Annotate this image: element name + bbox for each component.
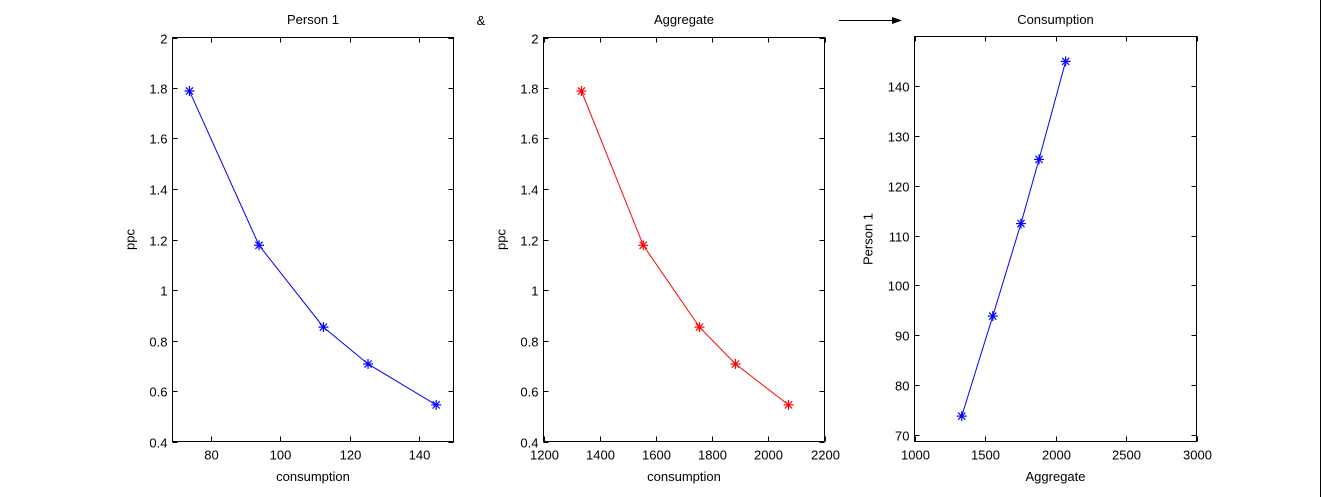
x-tick-label: 1200: [530, 448, 559, 463]
y-tick-label: 1: [531, 284, 538, 299]
chart-title: Person 1: [287, 12, 339, 27]
y-tick-label: 1.6: [149, 132, 167, 147]
y-tick-label: 0.6: [149, 385, 167, 400]
marker-stroke: [254, 241, 264, 250]
marker-stroke: [1061, 57, 1070, 66]
x-tick-label: 140: [409, 448, 431, 463]
y-tick-label: 140: [888, 80, 910, 95]
x-tick-label: 2200: [811, 448, 840, 463]
y-tick-label: 100: [888, 279, 910, 294]
x-tick-label: 1500: [971, 448, 1000, 463]
y-tick-label: 0.4: [149, 436, 167, 451]
x-tick-label: 80: [204, 448, 218, 463]
chart-title: Aggregate: [654, 12, 714, 27]
y-tick-label: 1.2: [520, 234, 538, 249]
subplot-1: 80 100 120 140 0.4 0.6 0.8 1 1.2 1.4 1.6 1.8 2 Person…: [123, 12, 454, 484]
marker-stroke: [319, 323, 328, 332]
subplot-2: 1200 1400 1600 1800 2000 2200 0.4 0.6 0.8 1 1.2 1.4…: [494, 12, 840, 484]
right-arrow-icon: [839, 17, 902, 24]
star-marker: [184, 86, 195, 97]
star-marker: [694, 322, 705, 333]
axes-box: [543, 37, 825, 442]
y-tick-label: 120: [888, 180, 910, 195]
star-marker: [730, 358, 741, 369]
axes-box: [914, 36, 1197, 442]
y-tick-label: 90: [895, 329, 909, 344]
marker-stroke: [577, 87, 586, 96]
star-marker: [576, 86, 587, 97]
y-tick-label: 1.8: [520, 82, 538, 97]
marker-stroke: [957, 412, 966, 421]
y-tick-label: 80: [895, 379, 909, 394]
x-tick-label: 1000: [901, 448, 930, 463]
x-tick-label: 3000: [1183, 448, 1212, 463]
star-marker: [638, 240, 649, 251]
y-axis-label: ppc: [123, 229, 138, 250]
y-tick-label: 70: [895, 429, 909, 444]
star-marker: [956, 411, 967, 422]
marker-stroke: [185, 87, 194, 96]
y-tick-label: 130: [888, 130, 910, 145]
star-marker: [987, 311, 998, 322]
y-tick-label: 2: [531, 32, 538, 47]
star-marker: [1015, 218, 1026, 229]
x-tick-label: 2500: [1112, 448, 1141, 463]
x-tick-label: 2000: [1042, 448, 1071, 463]
marker-stroke: [1034, 155, 1044, 164]
y-axis-label: ppc: [494, 229, 509, 250]
star-marker: [318, 322, 329, 333]
y-axis-label: Person 1: [861, 213, 876, 265]
chart-title: Consumption: [1017, 12, 1094, 27]
marker-stroke: [784, 400, 793, 409]
axes-box: [172, 37, 454, 442]
y-tick-label: 0.4: [520, 436, 538, 451]
star-marker: [1060, 56, 1071, 67]
star-marker: [783, 399, 794, 410]
star-marker: [363, 358, 374, 369]
y-tick-label: 0.8: [149, 335, 167, 350]
marker-stroke: [1016, 219, 1025, 228]
y-tick-label: 0.6: [520, 385, 538, 400]
star-marker: [431, 399, 442, 410]
y-tick-label: 2: [160, 32, 167, 47]
marker-stroke: [731, 359, 740, 369]
x-axis-label: consumption: [647, 469, 721, 484]
subplot-3: 1000 1500 2000 2500 3000 70 80 90 100 110 120 130 14…: [861, 12, 1212, 484]
y-tick-label: 1.8: [149, 82, 167, 97]
marker-stroke: [695, 323, 704, 332]
x-tick-label: 2000: [754, 448, 783, 463]
y-tick-label: 1.2: [149, 234, 167, 249]
y-tick-label: 1: [160, 284, 167, 299]
y-tick-label: 1.6: [520, 132, 538, 147]
ampersand-annotation: &: [477, 13, 486, 28]
y-tick-label: 0.8: [520, 335, 538, 350]
y-tick-label: 1.4: [520, 183, 538, 198]
y-tick-label: 110: [889, 230, 910, 245]
x-tick-label: 100: [270, 448, 292, 463]
x-axis-label: Aggregate: [1026, 469, 1086, 484]
y-tick-label: 1.4: [149, 183, 167, 198]
marker-stroke: [988, 312, 997, 321]
x-axis-label: consumption: [276, 469, 350, 484]
marker-stroke: [639, 241, 648, 250]
star-marker: [1034, 154, 1045, 165]
marker-stroke: [432, 400, 441, 409]
star-marker: [254, 240, 265, 251]
x-tick-label: 1800: [698, 448, 727, 463]
x-tick-label: 1600: [642, 448, 671, 463]
marker-stroke: [363, 359, 373, 369]
x-tick-label: 120: [340, 448, 362, 463]
x-tick-label: 1400: [586, 448, 615, 463]
